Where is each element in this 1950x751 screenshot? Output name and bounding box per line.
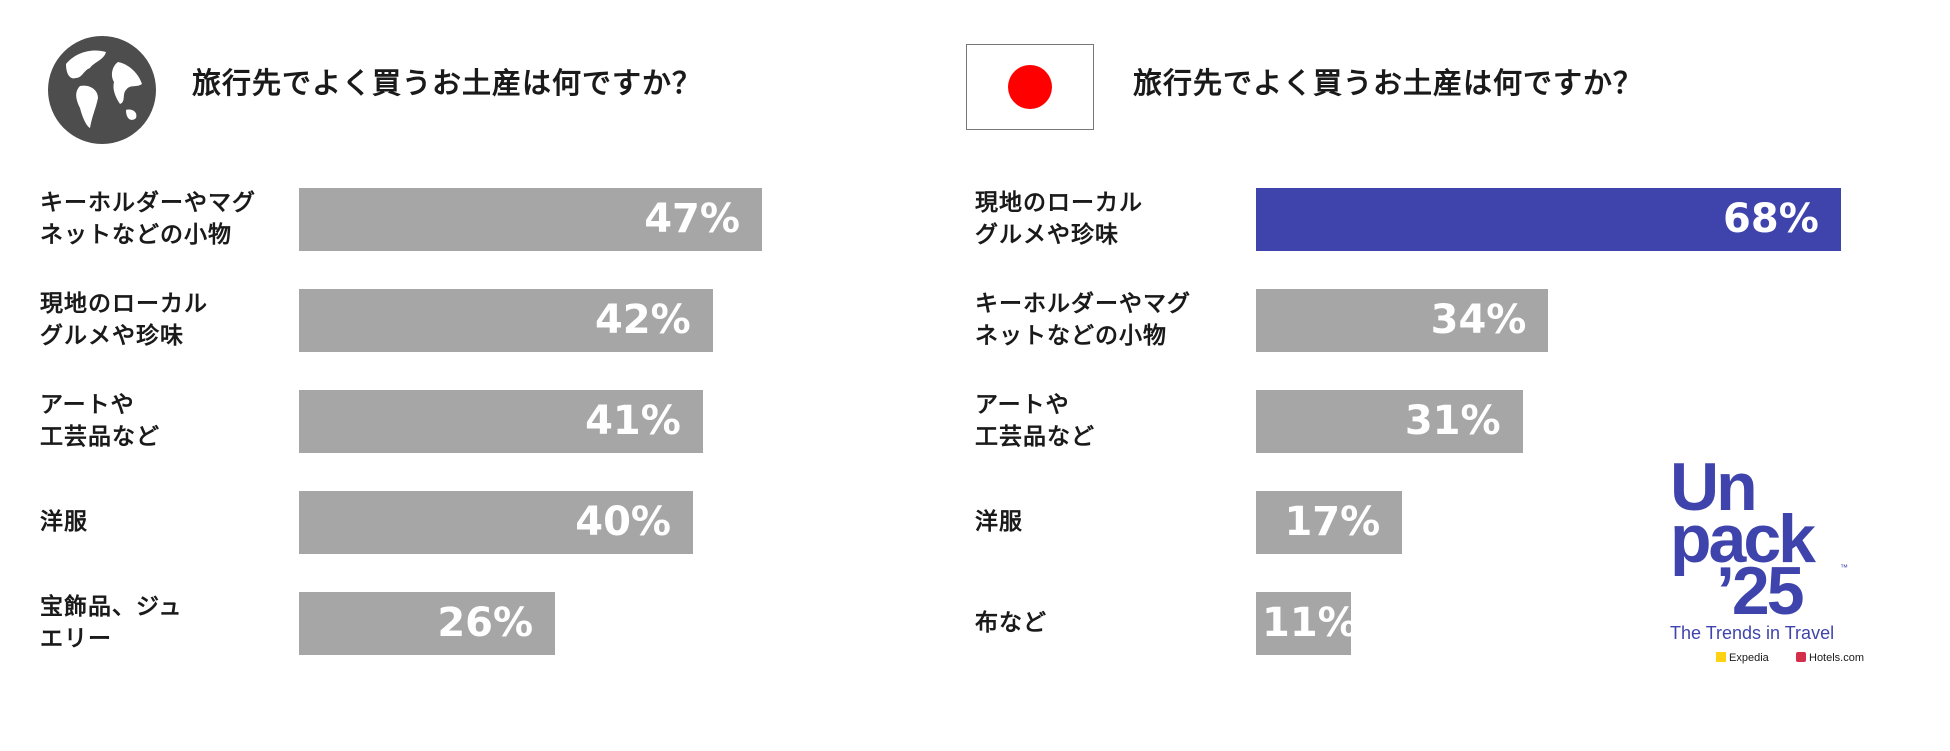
bar-value-label: 34% [1430, 297, 1527, 343]
bar-value-label: 47% [644, 196, 740, 242]
bar-value-label: 11% [1262, 600, 1358, 646]
bar [299, 390, 703, 453]
japan-flag-icon [966, 44, 1094, 130]
bar [299, 188, 762, 251]
chart-title: 旅行先でよく買うお土産は何ですか？ [192, 66, 703, 100]
bar-value-label: 40% [575, 499, 671, 545]
svg-text:The Trends in Travel: The Trends in Travel [1670, 623, 1834, 643]
bar [299, 491, 693, 554]
chart-title: 旅行先でよく買うお土産は何ですか？ [1133, 66, 1644, 100]
svg-text:Expedia: Expedia [1729, 652, 1770, 664]
bar-value-label: 41% [585, 398, 681, 444]
bar [1256, 390, 1523, 453]
bar [1256, 289, 1549, 352]
unpack-25-logo: Un pack ’25 ™ The Trends in Travel Exped… [1670, 449, 1870, 672]
category-label: キーホルダーやマグ ネットなどの小物 [975, 291, 1191, 349]
svg-text:’25: ’25 [1716, 553, 1803, 629]
svg-text:Hotels.com: Hotels.com [1809, 652, 1864, 664]
svg-text:Un: Un [1670, 452, 1755, 525]
chart-panel-japan: 旅行先でよく買うお土産は何ですか？ 現地のローカル グルメや珍味 68% キーホルダ… [960, 0, 1950, 700]
category-label: アートや 工芸品など [40, 392, 160, 450]
bar [299, 592, 556, 655]
bar [1256, 188, 1841, 251]
category-label: アートや 工芸品など [975, 392, 1095, 450]
category-label: 現地のローカル グルメや珍味 [40, 291, 208, 349]
bar [1256, 592, 1351, 655]
category-label: 洋服 [975, 509, 1023, 535]
bar-value-label: 31% [1404, 398, 1501, 444]
bar-value-label: 68% [1723, 196, 1819, 242]
svg-text:pack: pack [1670, 501, 1816, 577]
category-label: 布など [975, 610, 1047, 636]
category-label: キーホルダーやマグ ネットなどの小物 [40, 190, 256, 248]
bar-value-label: 17% [1284, 499, 1381, 545]
chart-panel-global: 旅行先でよく買うお土産は何ですか？ キーホルダーやマグ ネットなどの小物 47% 現… [0, 0, 960, 700]
category-label: 宝飾品、ジュ エリー [40, 594, 183, 652]
bar-value-label: 42% [594, 297, 691, 343]
bar-value-label: 26% [437, 600, 534, 646]
category-label: 洋服 [40, 509, 88, 535]
category-label: 現地のローカル グルメや珍味 [975, 190, 1143, 248]
bar [299, 289, 713, 352]
globe-icon [48, 36, 156, 144]
bar [1256, 491, 1403, 554]
svg-text:™: ™ [1840, 563, 1848, 572]
